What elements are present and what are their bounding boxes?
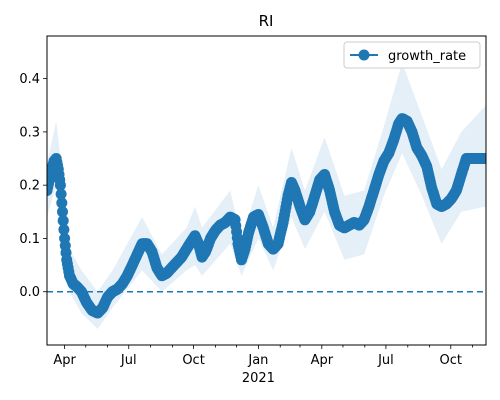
- legend-marker-swatch: [358, 49, 370, 61]
- legend: growth_rate: [343, 41, 481, 69]
- plot-area: [46, 35, 487, 346]
- x-tick-label: Oct: [440, 353, 462, 368]
- data-point: [480, 153, 486, 164]
- y-tick-label: 0.3: [19, 125, 40, 140]
- legend-box: [343, 41, 481, 69]
- x-tick-label: Jul: [120, 353, 137, 368]
- x-tick-year-label: 2021: [242, 371, 275, 386]
- x-tick-label: Oct: [182, 353, 204, 368]
- data-point: [54, 179, 66, 191]
- data-point: [57, 215, 69, 227]
- y-tick-label: 0.2: [19, 179, 40, 194]
- data-point: [57, 206, 68, 218]
- y-tick-label: 0.4: [19, 72, 40, 87]
- x-tick-label: Jan: [247, 353, 268, 368]
- y-tick-label: 0.1: [19, 232, 40, 247]
- data-point: [56, 197, 68, 209]
- y-tick-label: 0.0: [19, 285, 40, 300]
- x-tick-label: Apr: [311, 353, 334, 368]
- x-tick-label: Jul: [377, 353, 394, 368]
- x-axis: Apr Jul Oct Jan 2021 Apr Jul Oct: [53, 345, 474, 386]
- data-point: [58, 224, 70, 236]
- axes-frame: [46, 35, 487, 346]
- legend-label-growth-rate: growth_rate: [388, 49, 466, 64]
- y-axis: 0.0 0.1 0.2 0.3 0.4: [19, 72, 47, 300]
- chart-title: RI: [259, 12, 274, 30]
- series-layer: [47, 113, 486, 319]
- x-tick-label: Apr: [53, 353, 76, 368]
- data-point: [55, 188, 67, 200]
